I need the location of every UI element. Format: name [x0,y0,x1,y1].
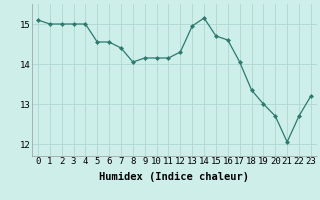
X-axis label: Humidex (Indice chaleur): Humidex (Indice chaleur) [100,172,249,182]
